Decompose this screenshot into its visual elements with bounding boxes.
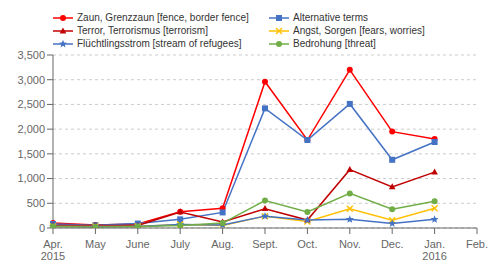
svg-text:3,000: 3,000 xyxy=(17,74,45,86)
svg-text:1,000: 1,000 xyxy=(17,172,45,184)
svg-text:2,000: 2,000 xyxy=(17,123,45,135)
svg-text:500: 500 xyxy=(27,197,45,209)
svg-text:Sept.: Sept. xyxy=(252,238,278,250)
svg-text:May: May xyxy=(85,238,106,250)
svg-text:July: July xyxy=(170,238,190,250)
svg-text:Nov.: Nov. xyxy=(339,238,361,250)
svg-text:Feb.: Feb. xyxy=(466,238,488,250)
svg-text:Jan.2016: Jan.2016 xyxy=(422,238,446,260)
svg-text:2,500: 2,500 xyxy=(17,98,45,110)
html-text:Zaun, Grenzzaun [fence, border: Zaun, Grenzzaun [fence, border fence] xyxy=(77,12,249,23)
html-text:Bedrohung [threat]: Bedrohung [threat] xyxy=(293,38,376,49)
html-text:Terror, Terrorismus [terrorism: Terror, Terrorismus [terrorism] xyxy=(77,25,208,36)
svg-text:3,500: 3,500 xyxy=(17,49,45,61)
html-text:Angst, Sorgen [fears, worries]: Angst, Sorgen [fears, worries] xyxy=(293,25,425,36)
html-text:Flüchtlingsstrom [stream of re: Flüchtlingsstrom [stream of refugees] xyxy=(77,38,242,49)
svg-text:June: June xyxy=(126,238,150,250)
svg-text:Aug.: Aug. xyxy=(211,238,234,250)
html-text:Alternative terms: Alternative terms xyxy=(293,12,368,23)
svg-text:Apr.2015: Apr.2015 xyxy=(41,238,65,260)
svg-text:1,500: 1,500 xyxy=(17,148,45,160)
svg-text:Oct.: Oct. xyxy=(297,238,317,250)
svg-text:0: 0 xyxy=(39,222,45,234)
svg-text:Dec.: Dec. xyxy=(381,238,404,250)
